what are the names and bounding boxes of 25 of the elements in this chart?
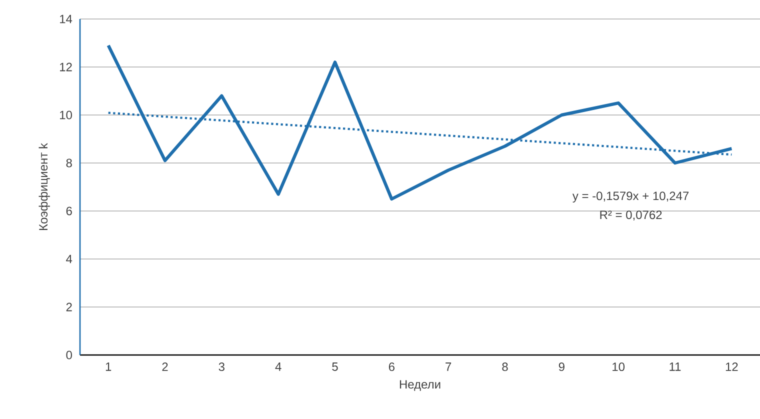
annotation: y = -0,1579x + 10,247 <box>572 192 689 203</box>
x-tick-label: 7 <box>446 362 452 371</box>
y-tick-label: 10 <box>60 110 72 120</box>
line-series <box>106 44 734 201</box>
y-tick-label: 14 <box>60 14 72 24</box>
y-tick-label: 4 <box>66 254 72 264</box>
y-tick-label: 0 <box>66 350 72 360</box>
y-tick-label: 2 <box>66 302 72 312</box>
y-tick-label: 12 <box>60 62 72 72</box>
y-tick-label: 6 <box>66 206 72 216</box>
x-tick-label: 4 <box>275 362 282 371</box>
x-tick-label: 10 <box>612 362 625 372</box>
x-tick-label: 2 <box>162 362 168 371</box>
x-tick-label: 3 <box>218 362 224 372</box>
annotation: R² = 0,0762 <box>600 210 662 221</box>
y-tick-label: 8 <box>66 158 72 168</box>
x-tick-label: 12 <box>726 362 738 371</box>
x-tick-label: 11 <box>670 362 681 371</box>
x-tick-label: 9 <box>558 362 564 372</box>
y-axis-title: Коэффициент k <box>38 143 50 230</box>
x-tick-label: 5 <box>332 362 338 371</box>
x-tick-label: 8 <box>502 362 508 372</box>
x-tick-label: 6 <box>388 362 394 372</box>
x-tick-label: 1 <box>106 362 112 371</box>
x-axis-title: Недели <box>400 380 440 391</box>
